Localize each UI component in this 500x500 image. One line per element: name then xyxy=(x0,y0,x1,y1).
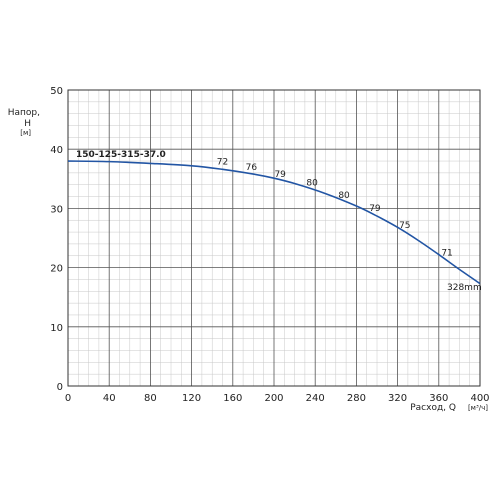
x-tick-label: 0 xyxy=(65,393,71,404)
efficiency-label: 79 xyxy=(369,204,381,214)
efficiency-label: 80 xyxy=(338,191,350,201)
x-tick-label: 40 xyxy=(103,393,116,404)
minor-grid xyxy=(68,90,480,386)
x-tick-label: 160 xyxy=(223,393,242,404)
efficiency-label: 71 xyxy=(441,248,452,258)
x-axis-unit: [м³/ч] xyxy=(468,404,488,412)
efficiency-labels: 72 76 79 80 80 79 75 71 xyxy=(217,158,453,259)
y-tick-label: 30 xyxy=(50,204,63,215)
efficiency-label: 75 xyxy=(399,221,410,231)
y-tick-label: 50 xyxy=(50,86,63,97)
x-tick-labels: 0 40 80 120 160 200 240 280 320 360 400 xyxy=(65,393,490,404)
x-tick-label: 120 xyxy=(182,393,201,404)
y-axis-variable: H xyxy=(24,119,31,129)
x-tick-label: 200 xyxy=(264,393,283,404)
y-tick-labels: 0 10 20 30 40 50 xyxy=(50,86,63,393)
y-axis-unit: [м] xyxy=(20,129,31,137)
x-tick-label: 80 xyxy=(144,393,157,404)
efficiency-label: 80 xyxy=(306,178,318,188)
efficiency-label: 72 xyxy=(217,158,228,168)
plot-frame xyxy=(67,89,481,387)
y-tick-label: 40 xyxy=(50,145,63,156)
x-tick-label: 400 xyxy=(470,393,489,404)
y-tick-label: 0 xyxy=(57,382,63,393)
impeller-size-label: 328mm xyxy=(447,283,482,293)
x-tick-label: 280 xyxy=(347,393,366,404)
y-tick-label: 10 xyxy=(50,323,63,334)
x-tick-label: 360 xyxy=(429,393,448,404)
x-tick-label: 240 xyxy=(306,393,325,404)
efficiency-label: 76 xyxy=(246,163,258,173)
y-axis-title: Напор, xyxy=(8,108,40,118)
y-tick-label: 20 xyxy=(50,264,63,275)
series-line xyxy=(67,160,481,285)
x-axis-title: Расход, Q xyxy=(410,403,456,413)
x-tick-label: 320 xyxy=(388,393,407,404)
series-label: 150-125-315-37.0 xyxy=(76,150,166,160)
efficiency-label: 79 xyxy=(274,170,286,180)
